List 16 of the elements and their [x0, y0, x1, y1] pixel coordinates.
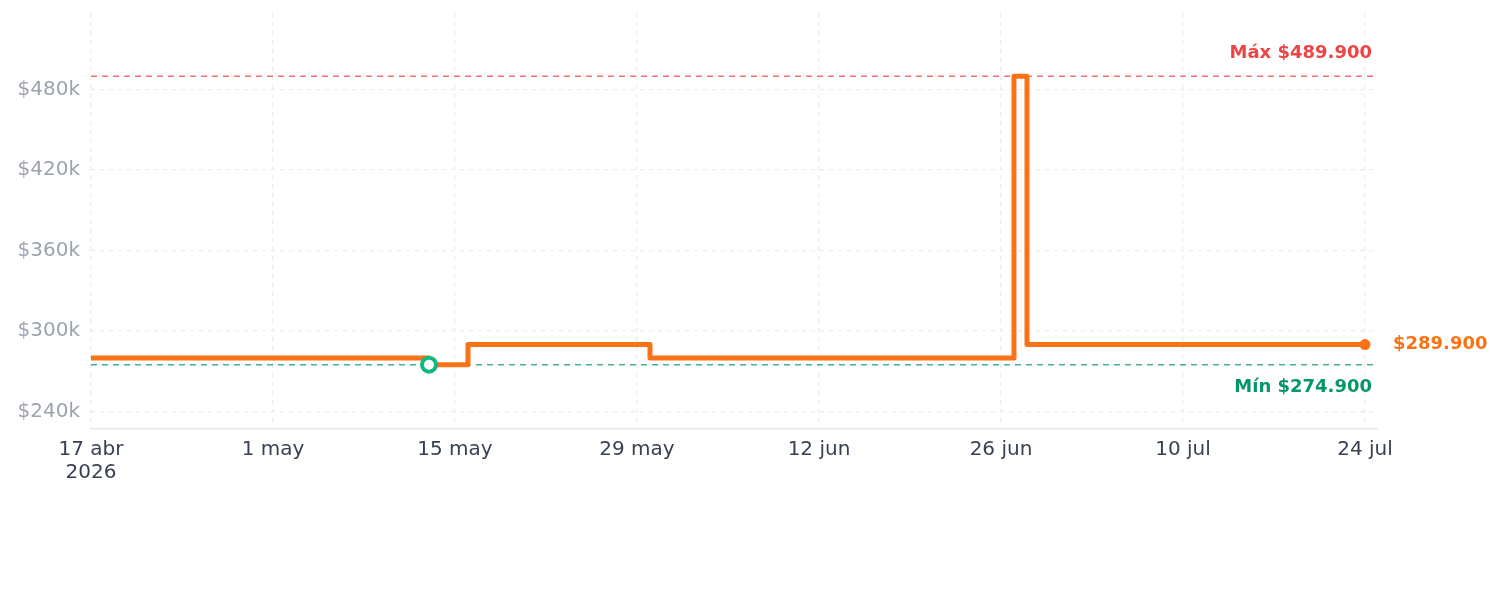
ref-line-label: Máx $489.900	[1229, 40, 1372, 62]
y-tick-label: $360k	[17, 236, 81, 261]
y-tick-label: $300k	[17, 317, 81, 342]
x-tick-label: 10 jul	[1155, 435, 1211, 460]
x-tick-label: 12 jun	[787, 435, 851, 460]
x-tick-label: 29 may	[599, 435, 675, 460]
x-tick-label: 24 jul	[1337, 435, 1393, 460]
data-label: $289.900	[1393, 332, 1488, 354]
x-tick-label: 17 abr 2026	[58, 435, 125, 483]
x-tick-label: 1 may	[241, 435, 305, 460]
x-tick-label: 26 jun	[969, 435, 1033, 460]
y-tick-label: $420k	[17, 156, 81, 181]
y-tick-label: $480k	[17, 75, 81, 100]
y-tick-label: $240k	[17, 397, 81, 422]
x-tick-label: 15 may	[417, 435, 493, 460]
ref-line-label: Mín $274.900	[1234, 375, 1372, 397]
